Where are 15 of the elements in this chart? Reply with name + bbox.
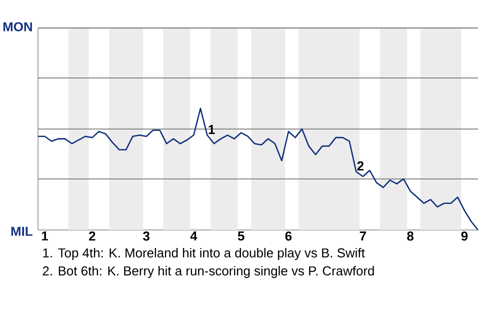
text: MIL	[11, 226, 32, 236]
text: 1. Top 4th: K. Moreland hit into a double play vs B. Swift	[43, 248, 365, 260]
annotation: 2	[357, 161, 364, 170]
x-tick-label: 7	[360, 232, 366, 240]
x-tick-label: 8	[407, 232, 414, 241]
x-tick-label: 9	[461, 232, 468, 241]
x-tick-label: 4	[190, 232, 198, 240]
x-tick-label: 6	[285, 232, 292, 241]
x-tick-label: 2	[89, 232, 96, 241]
x-tick-label: 5	[238, 232, 244, 241]
text: MON	[3, 22, 32, 32]
annotation: 1	[208, 125, 215, 134]
x-tick-label: 3	[143, 232, 150, 241]
x-tick-label: 1	[42, 232, 48, 240]
text: 2. Bot 6th: K. Berry hit a run-scoring single vs P. Crawford	[42, 266, 374, 278]
